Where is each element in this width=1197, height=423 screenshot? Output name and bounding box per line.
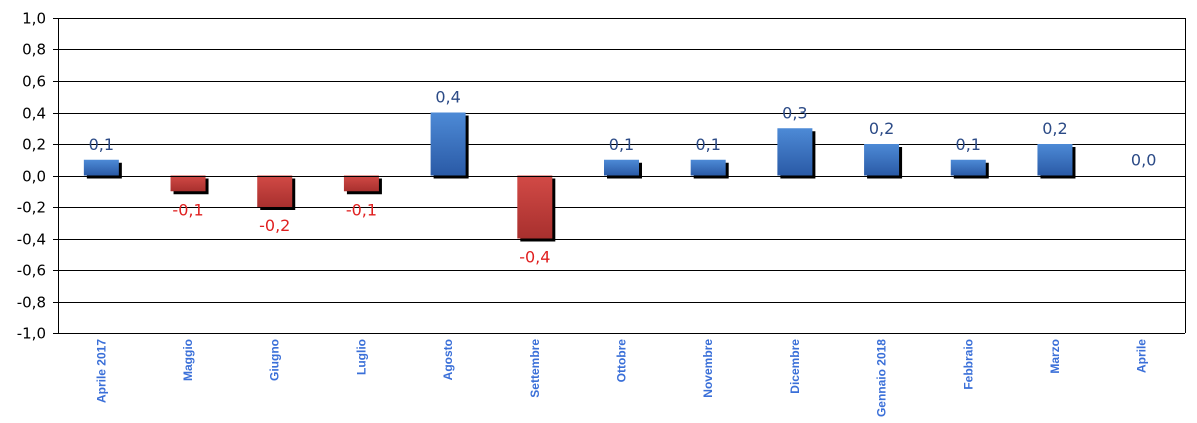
bar bbox=[777, 128, 813, 176]
x-tick-label: Gennaio 2018 bbox=[875, 339, 889, 417]
data-label: 0,3 bbox=[782, 103, 807, 122]
bar bbox=[604, 159, 639, 176]
axes bbox=[58, 18, 1186, 334]
bar bbox=[950, 159, 986, 176]
x-tick-label: Novembre bbox=[701, 339, 715, 398]
data-label: 0,1 bbox=[609, 135, 634, 154]
data-label: 0,2 bbox=[1042, 119, 1067, 138]
x-axis-ticks: Aprile 2017 Maggio Giugno Luglio Agosto Sette… bbox=[94, 339, 1148, 417]
bar bbox=[83, 159, 119, 176]
x-tick-label: Settembre bbox=[528, 339, 542, 398]
y-tick-label: 1,0 bbox=[22, 10, 46, 28]
y-tick-label: 0,8 bbox=[22, 41, 46, 59]
bar bbox=[864, 144, 900, 176]
y-tick-label: 0,0 bbox=[22, 168, 46, 186]
data-label: -0,4 bbox=[519, 248, 550, 267]
y-tick-label: -0,8 bbox=[17, 294, 46, 312]
bar bbox=[430, 112, 466, 176]
data-label: -0,2 bbox=[259, 216, 290, 235]
data-label: 0,1 bbox=[956, 135, 981, 154]
x-tick-label: Agosto bbox=[441, 339, 455, 380]
y-tick-label: -0,4 bbox=[17, 231, 46, 249]
y-tick-label: 0,6 bbox=[22, 73, 46, 91]
x-tick-label: Febbraio bbox=[961, 339, 975, 390]
data-label: 0,0 bbox=[1131, 151, 1156, 170]
data-label: -0,1 bbox=[346, 200, 377, 219]
y-tick-label: -1,0 bbox=[17, 325, 46, 343]
bar bbox=[1037, 144, 1073, 176]
bar bbox=[690, 159, 726, 176]
x-tick-label: Luglio bbox=[354, 339, 368, 375]
x-tick-label: Giugno bbox=[268, 339, 282, 381]
x-tick-label: Ottobre bbox=[615, 339, 629, 383]
y-tick-label: -0,6 bbox=[17, 262, 46, 280]
bars bbox=[83, 112, 1076, 242]
x-tick-label: Marzo bbox=[1048, 339, 1062, 374]
bar bbox=[257, 175, 293, 207]
x-tick-label: Aprile bbox=[1135, 339, 1149, 373]
y-axis-ticks: 1,0 0,8 0,6 0,4 0,2 0,0 -0,2 -0,4 -0,6 -0,8 -1,0 bbox=[17, 10, 46, 343]
data-label: 0,4 bbox=[435, 88, 460, 107]
data-labels: 0,1 -0,1 -0,2 -0,1 0,4 -0,4 0,1 0,1 0,3 0,2 0,1 0,2… bbox=[89, 88, 1157, 267]
x-tick-label: Aprile 2017 bbox=[94, 339, 108, 403]
bar bbox=[170, 175, 206, 192]
data-label: 0,1 bbox=[89, 135, 114, 154]
y-tick-label: 0,2 bbox=[22, 136, 46, 154]
x-tick-label: Dicembre bbox=[788, 339, 802, 394]
y-tick-label: 0,4 bbox=[22, 105, 46, 123]
data-label: 0,2 bbox=[869, 119, 894, 138]
bar bbox=[343, 175, 379, 192]
data-label: 0,1 bbox=[695, 135, 720, 154]
x-tick-label: Maggio bbox=[181, 339, 195, 381]
data-label: -0,1 bbox=[172, 200, 203, 219]
y-tick-label: -0,2 bbox=[17, 199, 46, 217]
bar bbox=[517, 175, 553, 239]
